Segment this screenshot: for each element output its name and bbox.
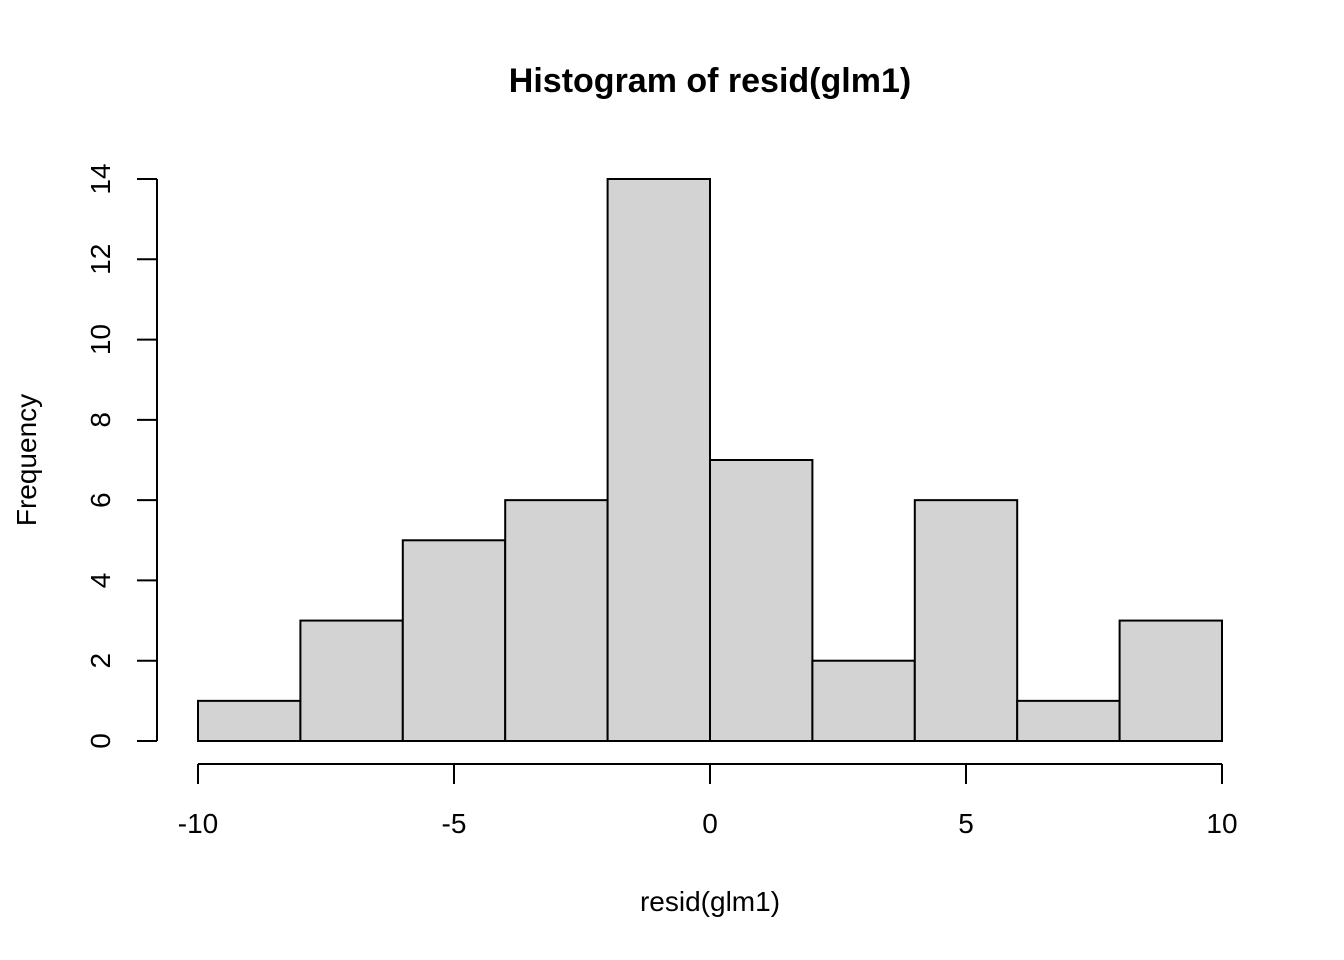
x-axis: -10 -5 0 5 10: [178, 763, 1238, 839]
y-tick-label: 0: [85, 733, 116, 749]
histogram-bar: [913, 499, 1019, 742]
x-tick-label: 0: [702, 808, 718, 839]
bars-group: [197, 178, 1223, 743]
x-tick-label: -10: [178, 808, 218, 839]
y-tick-label: 10: [85, 324, 116, 355]
chart-title: Histogram of resid(glm1): [509, 62, 911, 100]
x-tick-label: -5: [442, 808, 467, 839]
histogram-bar: [709, 459, 814, 742]
histogram-bar: [1016, 699, 1121, 742]
y-tick-label: 8: [85, 412, 116, 428]
y-axis-label: Frequency: [11, 394, 42, 526]
x-tick-label: 5: [958, 808, 974, 839]
y-axis: 0 2 4 6 8 10 12 14: [85, 163, 158, 749]
histogram-bar: [1118, 619, 1223, 742]
histogram-bar: [401, 539, 507, 742]
y-tick-label: 6: [85, 492, 116, 508]
histogram-bar: [504, 499, 609, 742]
histogram-bar: [299, 619, 404, 742]
y-tick-label: 4: [85, 573, 116, 589]
histogram-bar: [197, 699, 302, 742]
x-axis-label: resid(glm1): [640, 886, 780, 917]
y-tick-label: 12: [85, 244, 116, 275]
y-tick-label: 14: [85, 163, 116, 194]
histogram-bar: [606, 178, 711, 742]
histogram-bar: [811, 659, 916, 743]
y-tick-label: 2: [85, 653, 116, 669]
x-tick-label: 10: [1206, 808, 1237, 839]
